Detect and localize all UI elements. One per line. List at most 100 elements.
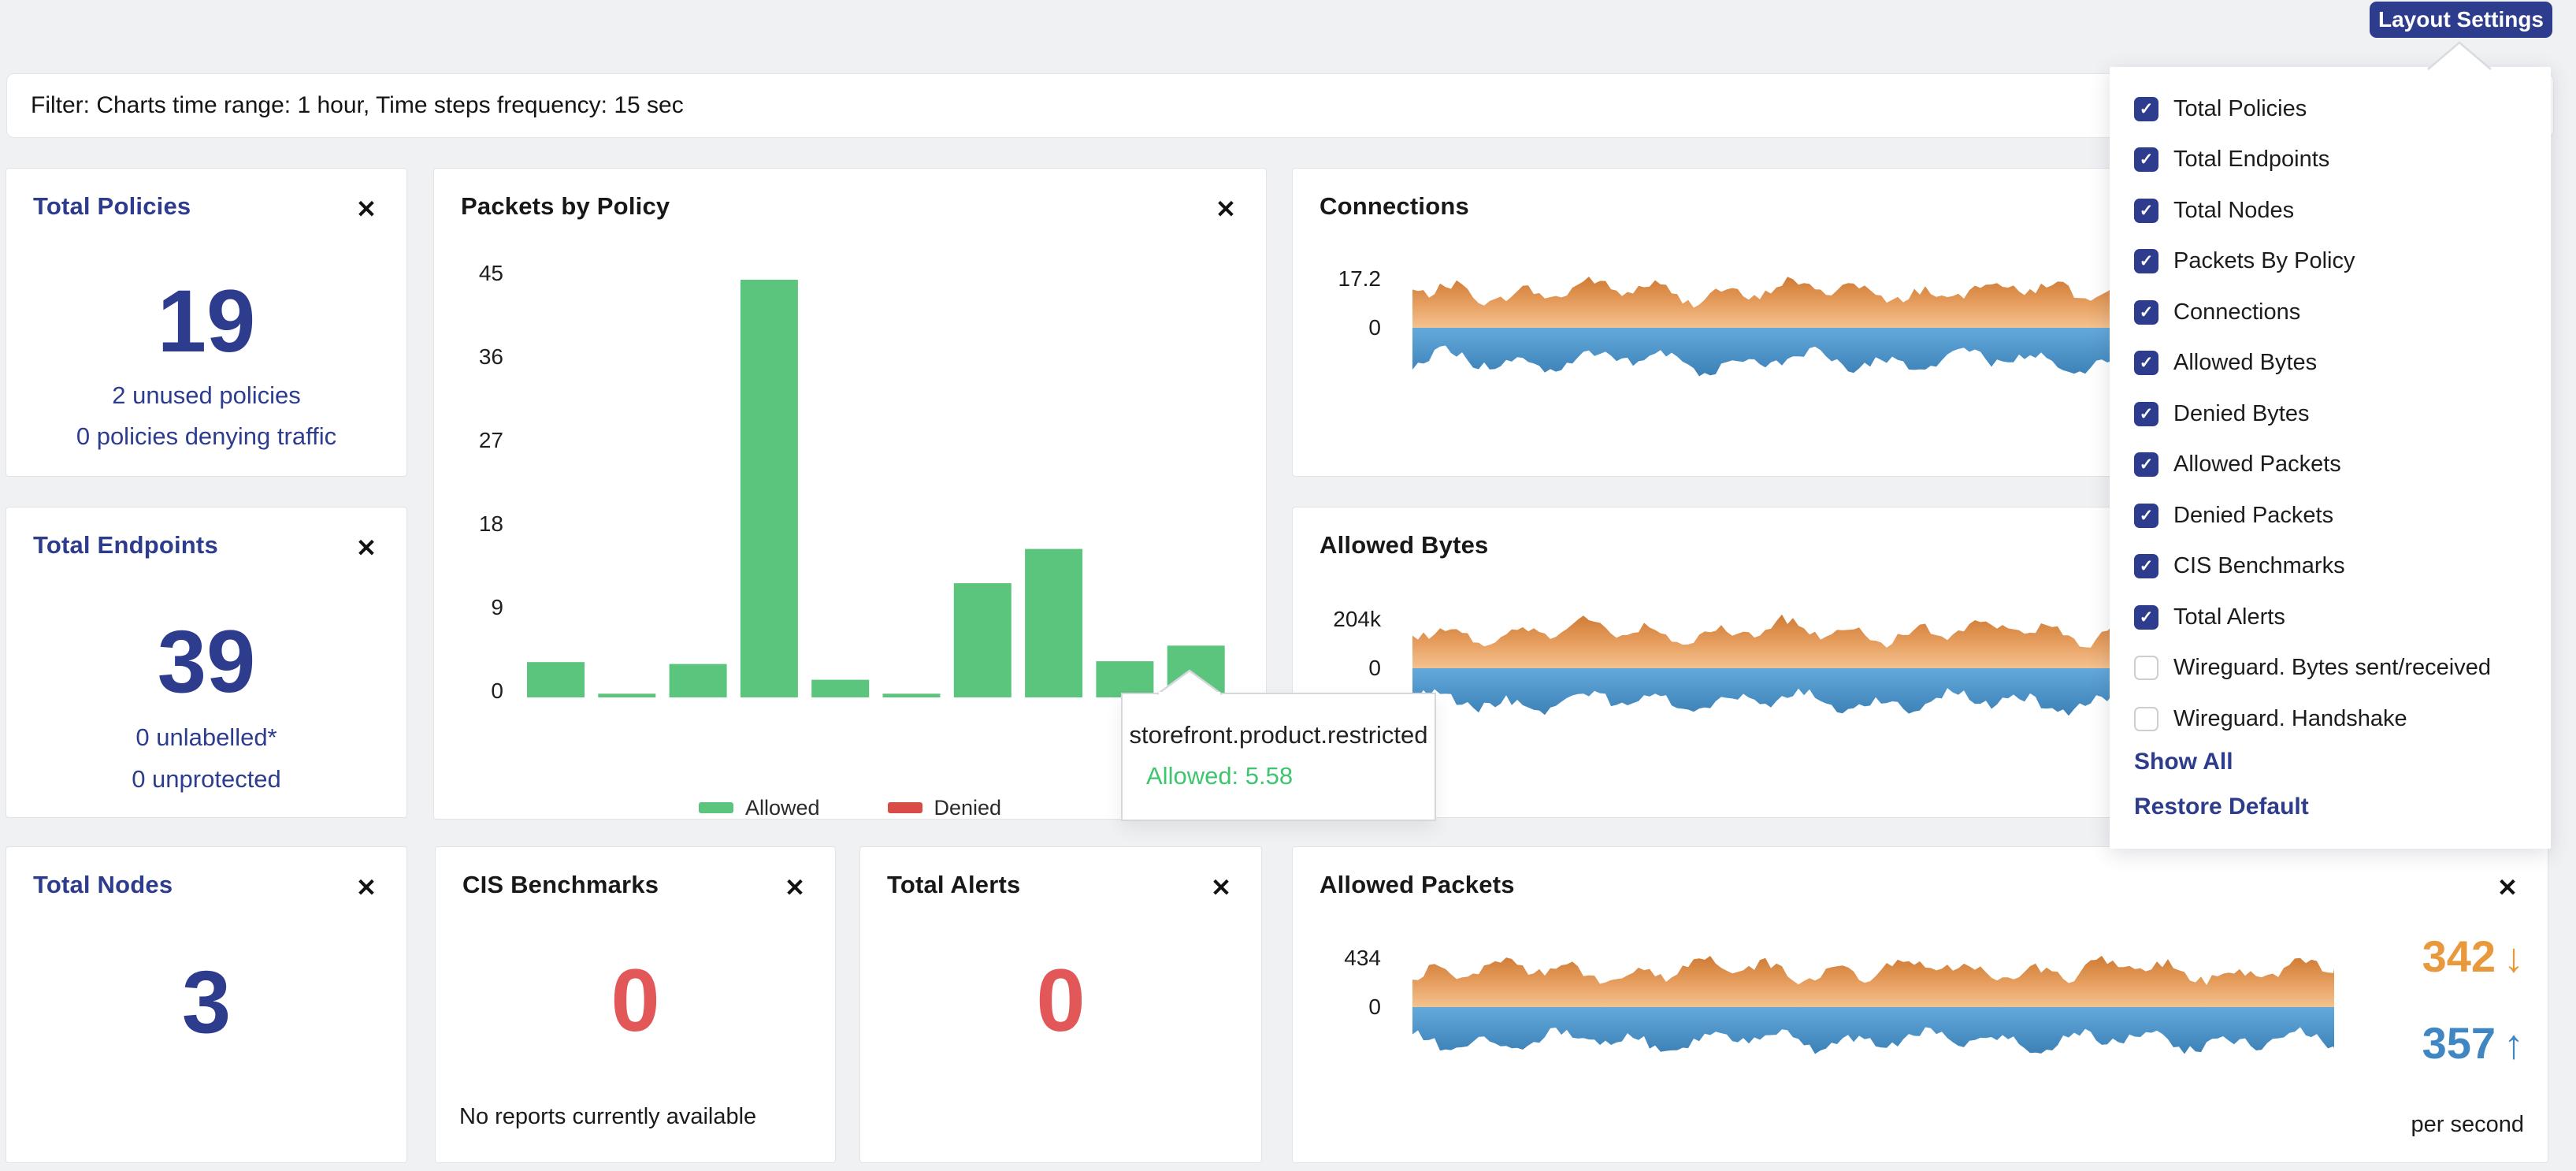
close-icon[interactable]: ✕: [2497, 874, 2518, 901]
layout-settings-button[interactable]: Layout Settings: [2370, 2, 2552, 38]
layout-menu-item[interactable]: Wireguard. Handshake: [2110, 693, 2551, 745]
bar-tooltip: storefront.product.restricted Allowed: 5…: [1121, 693, 1436, 821]
unlabelled-text: 0 unlabelled*: [135, 723, 277, 751]
checkbox-checked-icon[interactable]: ✓: [2134, 503, 2158, 528]
layout-menu-item[interactable]: ✓ Allowed Packets: [2110, 440, 2551, 491]
card-title: Allowed Bytes: [1320, 531, 1489, 559]
card-title: Allowed Packets: [1320, 871, 1515, 898]
allowed-bar[interactable]: [882, 693, 941, 697]
chart-legend: Allowed Denied: [434, 794, 1266, 821]
checkbox-checked-icon[interactable]: ✓: [2134, 299, 2158, 325]
layout-menu-item[interactable]: ✓ Total Alerts: [2110, 592, 2551, 643]
layout-menu-item[interactable]: ✓ Total Endpoints: [2110, 135, 2551, 186]
card-title: Total Nodes: [33, 871, 173, 898]
checkbox-checked-icon[interactable]: ✓: [2134, 554, 2158, 579]
total-nodes-card: Total Nodes ✕ 3: [6, 846, 407, 1163]
checkbox-checked-icon[interactable]: ✓: [2134, 198, 2158, 223]
sent-rate: 357 ↑: [2422, 1018, 2524, 1068]
close-icon[interactable]: ✕: [785, 874, 805, 901]
checkbox-checked-icon[interactable]: ✓: [2134, 351, 2158, 376]
arrow-down-icon: ↓: [2504, 935, 2524, 981]
y-max-label: 17.2: [1338, 266, 1382, 291]
layout-menu-item[interactable]: ✓ Denied Packets: [2110, 490, 2551, 541]
card-title: Total Endpoints: [33, 531, 218, 559]
allowed-bar[interactable]: [811, 679, 870, 697]
layout-menu-item[interactable]: ✓ Total Policies: [2110, 84, 2551, 135]
card-title: Total Policies: [33, 192, 191, 220]
cis-benchmarks-value: 0: [611, 951, 660, 1050]
rate-unit-label: per second: [2411, 1112, 2525, 1137]
y-tick-label: 9: [491, 595, 503, 619]
allowed-packets-card: Allowed Packets ✕ 434 0 342 ↓ 357 ↑ per se…: [1292, 846, 2548, 1163]
layout-menu-item[interactable]: ✓ Denied Bytes: [2110, 388, 2551, 440]
menu-item-label: Total Nodes: [2173, 197, 2295, 223]
allowed-bar[interactable]: [598, 693, 656, 697]
menu-item-label: Total Policies: [2173, 95, 2307, 121]
menu-item-label: Total Endpoints: [2173, 147, 2330, 173]
menu-item-label: Wireguard. Handshake: [2173, 705, 2407, 731]
y-tick-label: 0: [491, 678, 503, 703]
menu-item-label: Denied Bytes: [2173, 400, 2310, 426]
total-alerts-value: 0: [1036, 951, 1086, 1050]
y-zero-label: 0: [1368, 994, 1381, 1019]
close-icon[interactable]: ✕: [1211, 874, 1231, 901]
checkbox-unchecked-icon[interactable]: [2134, 656, 2158, 681]
total-alerts-card: Total Alerts ✕ 0: [859, 846, 1262, 1163]
total-policies-card: Total Policies ✕ 19 2 unused policies 0 …: [6, 168, 407, 477]
checkbox-checked-icon[interactable]: ✓: [2134, 96, 2158, 121]
layout-menu-item[interactable]: Wireguard. Bytes sent/received: [2110, 643, 2551, 694]
total-endpoints-value: 39: [157, 612, 256, 711]
layout-menu-item[interactable]: ✓ Packets By Policy: [2110, 236, 2551, 288]
arrow-up-icon: ↑: [2504, 1022, 2524, 1068]
close-icon[interactable]: ✕: [1216, 195, 1236, 223]
y-max-label: 204k: [1333, 607, 1381, 631]
show-all-link[interactable]: Show All: [2134, 748, 2233, 775]
total-policies-value: 19: [157, 272, 256, 370]
menu-item-label: Allowed Packets: [2173, 452, 2341, 478]
card-title: Connections: [1320, 192, 1469, 220]
checkbox-checked-icon[interactable]: ✓: [2134, 452, 2158, 478]
allowed-packets-stream-chart[interactable]: [1412, 948, 2334, 1070]
checkbox-checked-icon[interactable]: ✓: [2134, 604, 2158, 630]
restore-default-link[interactable]: Restore Default: [2134, 793, 2309, 820]
y-zero-label: 0: [1368, 315, 1381, 340]
layout-settings-dropdown: ✓ Total Policies ✓ Total Endpoints ✓ Total No…: [2110, 67, 2551, 849]
tooltip-allowed-value: Allowed: 5.58: [1146, 762, 1294, 790]
allowed-bar[interactable]: [669, 664, 727, 697]
close-icon[interactable]: ✕: [356, 534, 377, 562]
allowed-bar[interactable]: [527, 662, 585, 697]
legend-swatch-icon: [698, 802, 733, 813]
menu-item-label: Allowed Bytes: [2173, 350, 2318, 376]
menu-item-label: Denied Packets: [2173, 502, 2334, 528]
layout-menu-item[interactable]: ✓ Total Nodes: [2110, 185, 2551, 236]
outbound-area: [1412, 1007, 2334, 1054]
checkbox-checked-icon[interactable]: ✓: [2134, 249, 2158, 274]
allowed-bar[interactable]: [953, 583, 1011, 697]
checkbox-checked-icon[interactable]: ✓: [2134, 147, 2158, 173]
total-nodes-value: 3: [181, 953, 232, 1051]
unused-policies-text: 2 unused policies: [112, 381, 301, 409]
unprotected-text: 0 unprotected: [132, 765, 281, 793]
allowed-bar[interactable]: [740, 280, 798, 697]
inbound-area: [1412, 955, 2334, 1007]
layout-menu-item[interactable]: ✓ Allowed Bytes: [2110, 338, 2551, 389]
y-max-label: 434: [1344, 946, 1381, 970]
legend-label: Denied: [934, 795, 1002, 820]
allowed-bar[interactable]: [1096, 661, 1154, 697]
menu-item-label: Packets By Policy: [2173, 248, 2355, 274]
checkbox-checked-icon[interactable]: ✓: [2134, 401, 2158, 426]
denying-policies-text: 0 policies denying traffic: [76, 422, 337, 450]
close-icon[interactable]: ✕: [356, 874, 377, 901]
layout-menu-item[interactable]: ✓ Connections: [2110, 287, 2551, 338]
cis-benchmarks-card: CIS Benchmarks ✕ 0 No reports currently …: [435, 846, 836, 1163]
checkbox-unchecked-icon[interactable]: [2134, 706, 2158, 731]
total-endpoints-card: Total Endpoints ✕ 39 0 unlabelled* 0 unp…: [6, 507, 407, 818]
allowed-bar[interactable]: [1025, 548, 1083, 697]
y-tick-label: 18: [478, 511, 503, 536]
layout-menu-list: ✓ Total Policies ✓ Total Endpoints ✓ Total No…: [2110, 84, 2551, 745]
y-tick-label: 45: [478, 261, 503, 285]
close-icon[interactable]: ✕: [356, 195, 377, 223]
menu-item-label: Total Alerts: [2173, 604, 2285, 630]
layout-menu-item[interactable]: ✓ CIS Benchmarks: [2110, 541, 2551, 593]
menu-item-label: Wireguard. Bytes sent/received: [2173, 655, 2491, 681]
